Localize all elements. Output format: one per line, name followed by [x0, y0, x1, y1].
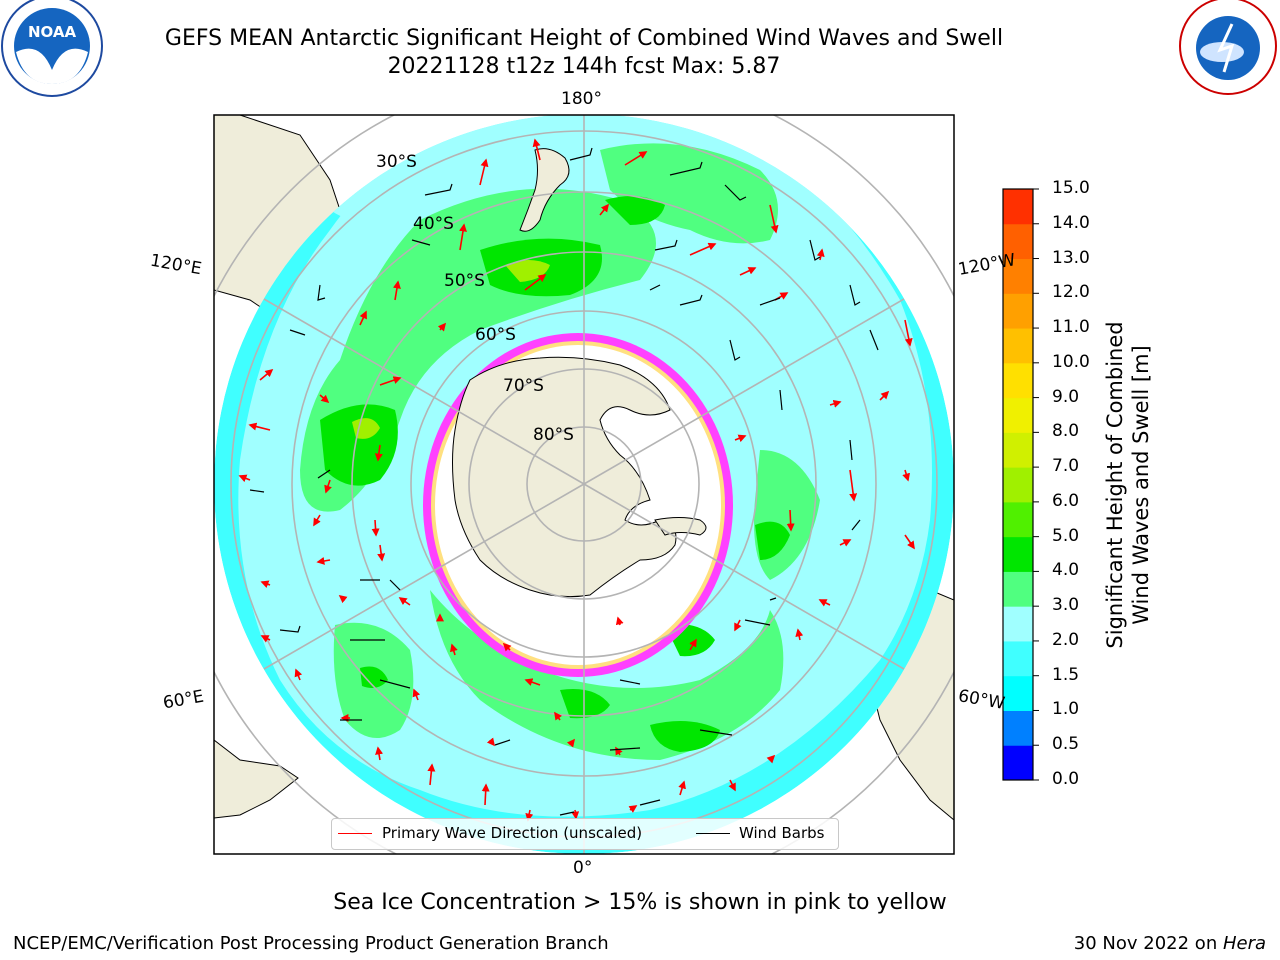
lon-label-180: 180°	[561, 89, 602, 109]
colorbar-segment	[1003, 640, 1033, 677]
land-africa	[214, 739, 299, 819]
wave-direction-arrows	[238, 138, 915, 822]
colorbar-tick-label: 2.0	[1052, 629, 1080, 650]
footer-date-text: 30 Nov 2022 on	[1073, 933, 1223, 954]
chart-title: GEFS MEAN Antarctic Significant Height o…	[164, 26, 1004, 51]
colorbar-segment	[1003, 501, 1033, 538]
colorbar-segment	[1003, 223, 1033, 260]
colorbar-segment	[1003, 536, 1033, 572]
map-legend: Primary Wave Direction (unscaled) Wind B…	[331, 818, 839, 850]
svg-text:NOAA: NOAA	[28, 23, 77, 41]
footer-machine: Hera	[1222, 933, 1266, 954]
lat-label-60s: 60°S	[475, 325, 516, 345]
noaa-logo: NOAA	[1, 0, 103, 97]
colorbar-segment	[1003, 432, 1033, 468]
polar-map	[214, 115, 954, 854]
colorbar-tick-label: 6.0	[1052, 490, 1080, 511]
wind-barbs	[249, 147, 879, 816]
graticule	[214, 115, 954, 854]
land-new-zealand	[519, 148, 570, 232]
colorbar-tick-label: 0.0	[1052, 769, 1080, 789]
lat-label-40s: 40°S	[413, 214, 454, 234]
colorbar-tick-label: 8.0	[1052, 421, 1080, 442]
colorbar-tick-label: 11.0	[1052, 317, 1090, 338]
lat-label-80s: 80°S	[533, 425, 574, 445]
colorbar-segment	[1003, 571, 1033, 607]
lon-label-0: 0°	[573, 858, 593, 878]
colorbar-tick-label: 4.0	[1052, 560, 1080, 581]
lat-label-70s: 70°S	[503, 376, 544, 396]
colorbar-tick-label: 13.0	[1052, 247, 1090, 268]
sea-ice-caption: Sea Ice Concentration > 15% is shown in …	[333, 890, 947, 915]
colorbar-tick-label: 9.0	[1052, 386, 1080, 407]
colorbar-tick-label: 1.0	[1052, 699, 1080, 720]
legend-wind-barbs: Wind Barbs	[739, 824, 825, 842]
lat-label-30s: 30°S	[376, 152, 417, 172]
colorbar-tick-label: 3.0	[1052, 595, 1080, 616]
colorbar-tick-label: 7.0	[1052, 456, 1080, 477]
colorbar-segment	[1003, 189, 1033, 225]
colorbar-segment	[1003, 397, 1033, 433]
colorbar-segment	[1003, 606, 1033, 642]
colorbar-segment	[1003, 293, 1033, 329]
colorbar-segment	[1003, 745, 1033, 781]
colorbar-tick-label: 1.5	[1052, 664, 1080, 685]
colorbar-segment	[1003, 328, 1033, 364]
footer-credit: NCEP/EMC/Verification Post Processing Pr…	[13, 933, 609, 954]
colorbar-segment	[1003, 710, 1033, 746]
nws-logo	[1179, 0, 1277, 95]
colorbar-tick-label: 14.0	[1052, 212, 1090, 233]
colorbar	[1003, 189, 1033, 781]
colorbar-segment	[1003, 258, 1033, 294]
legend-wave-swatch	[338, 833, 372, 834]
chart-subtitle: 20221128 t12z 144h fcst Max: 5.87	[387, 54, 781, 79]
colorbar-label-line2: Wind Waves and Swell [m]	[1129, 345, 1153, 625]
colorbar-segment	[1003, 675, 1033, 711]
colorbar-tick-label: 12.0	[1052, 282, 1090, 303]
colorbar-segment	[1003, 362, 1033, 399]
colorbar-tick-label: 15.0	[1052, 178, 1090, 198]
colorbar-label-line1: Significant Height of Combined	[1103, 321, 1127, 649]
footer-date: 30 Nov 2022 on Hera	[1074, 933, 1266, 954]
colorbar-tick-label: 10.0	[1052, 351, 1090, 372]
lat-label-50s: 50°S	[444, 271, 485, 291]
legend-barb-swatch	[696, 833, 730, 834]
colorbar-tick-label: 0.5	[1052, 734, 1080, 755]
colorbar-segment	[1003, 467, 1033, 503]
colorbar-tick-label: 5.0	[1052, 525, 1080, 546]
legend-wave-direction: Primary Wave Direction (unscaled)	[382, 824, 643, 842]
